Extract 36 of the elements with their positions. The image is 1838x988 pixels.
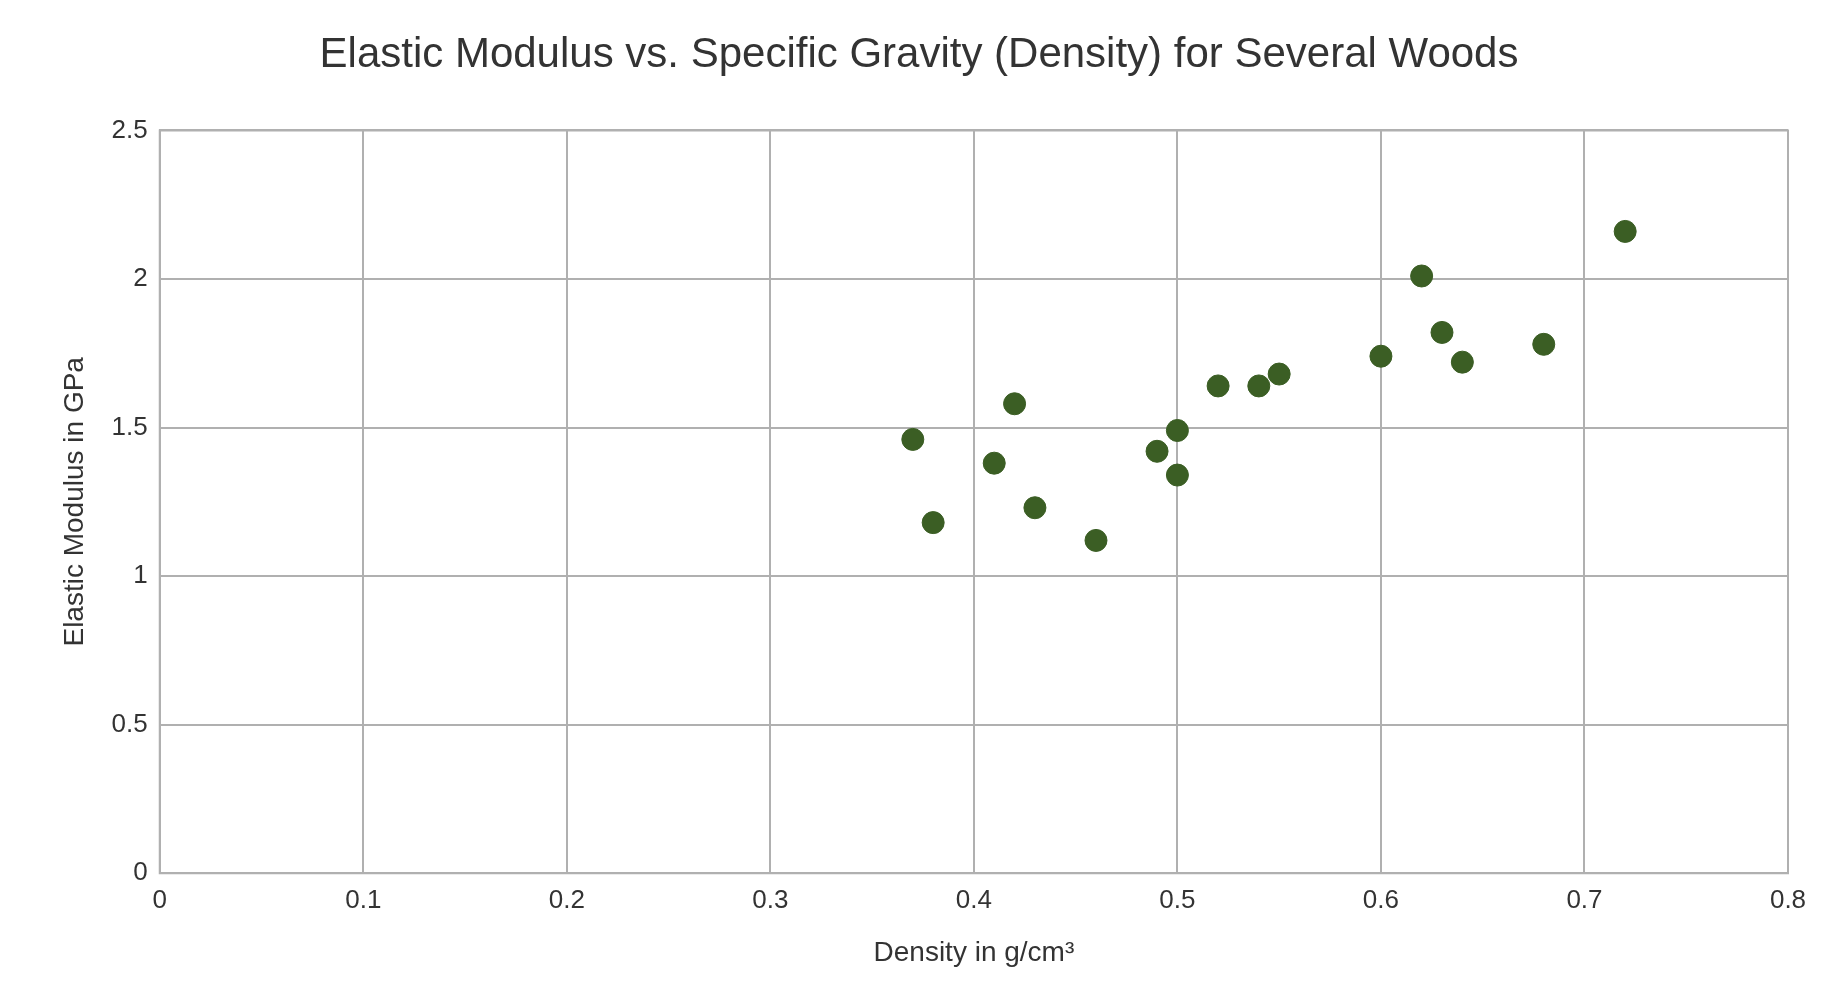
x-tick-label: 0.1 bbox=[345, 883, 382, 914]
point bbox=[982, 451, 1006, 475]
point bbox=[1410, 264, 1434, 288]
point bbox=[1145, 439, 1169, 463]
point bbox=[1206, 374, 1230, 398]
y-tick-label: 2.5 bbox=[111, 113, 148, 144]
point bbox=[1267, 362, 1291, 386]
x-tick-label: 0.8 bbox=[1769, 883, 1807, 914]
point bbox=[1430, 320, 1454, 344]
point bbox=[1613, 219, 1637, 243]
point bbox=[1450, 350, 1474, 374]
x-tick-label: 0.3 bbox=[752, 883, 789, 914]
point bbox=[921, 511, 945, 535]
x-tick-label: 0.7 bbox=[1566, 883, 1603, 914]
y-tick-label: 1.5 bbox=[111, 410, 148, 441]
y-axis-title: Elastic Modulus in GPa bbox=[57, 356, 89, 647]
point bbox=[1165, 418, 1189, 442]
y-tick-label: 0.5 bbox=[111, 707, 148, 738]
x-tick-label: 0 bbox=[152, 883, 167, 914]
x-axis-title: Density in g/cm³ bbox=[873, 935, 1075, 967]
chart-title: Elastic Modulus vs. Specific Gravity (Density) for Several Woods bbox=[319, 28, 1519, 76]
point bbox=[1532, 332, 1556, 356]
point bbox=[1247, 374, 1271, 398]
point bbox=[901, 427, 925, 451]
point bbox=[1023, 496, 1047, 520]
y-tick-label: 1 bbox=[133, 559, 148, 590]
point bbox=[1084, 528, 1108, 552]
x-tick-label: 0.5 bbox=[1159, 883, 1196, 914]
x-tick-label: 0.6 bbox=[1362, 883, 1400, 914]
x-tick-label: 0.2 bbox=[548, 883, 585, 914]
point bbox=[1165, 463, 1189, 487]
point bbox=[1369, 344, 1393, 368]
y-tick-label: 2 bbox=[133, 262, 148, 293]
x-tick-label: 0.4 bbox=[955, 883, 992, 914]
point bbox=[1003, 392, 1027, 416]
y-tick-label: 0 bbox=[133, 856, 148, 887]
